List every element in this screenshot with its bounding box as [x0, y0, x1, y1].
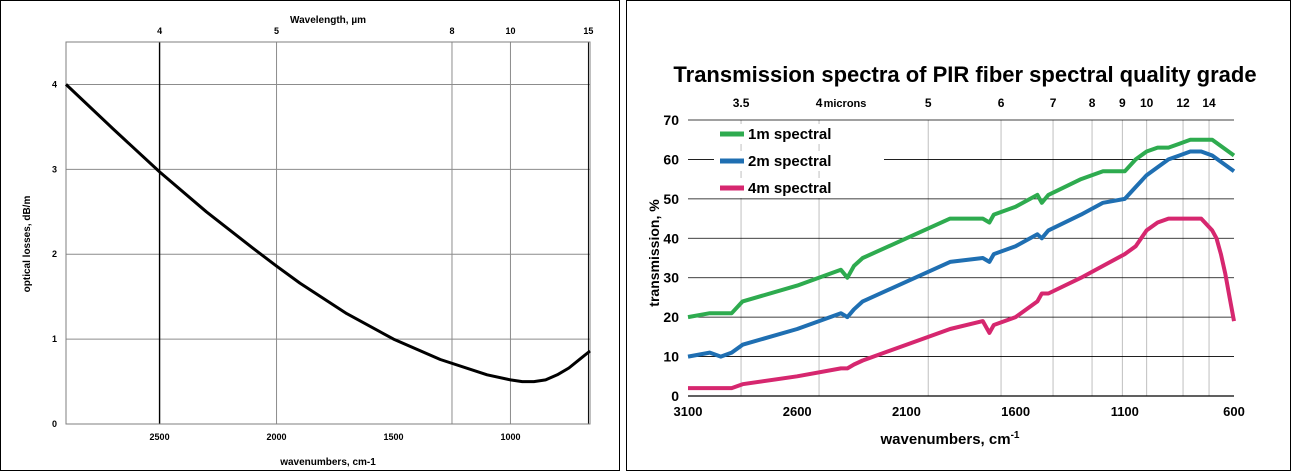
left-x-tick-label: 2000 [267, 432, 287, 442]
right-top-tick-label: 14 [1202, 96, 1216, 110]
right-x-tick-label: 2100 [892, 404, 921, 419]
right-y-tick-label: 60 [663, 151, 679, 167]
loss-curve-line [64, 83, 591, 384]
right-y-axis-title: transmission, % [646, 199, 662, 307]
left-top-tick-label: 5 [274, 26, 279, 36]
right-y-tick-label: 50 [663, 191, 679, 207]
left-chart-panel: 0 1 2 3 4 2500 2000 1500 1000 4 5 8 10 15 wavenumbers… [0, 0, 620, 471]
left-y-tick-label: 2 [52, 249, 57, 259]
right-panel-border [626, 0, 1291, 471]
right-top-tick-label: 7 [1050, 96, 1057, 110]
left-top-tick-label: 10 [505, 26, 515, 36]
right-top-tick-label: 10 [1140, 96, 1154, 110]
left-x-tick-label: 1500 [383, 432, 403, 442]
right-x-tick-label: 600 [1223, 404, 1245, 419]
right-x-tick-label: 1100 [1111, 404, 1139, 419]
left-top-tick-label: 8 [449, 26, 454, 36]
right-y-tick-label: 70 [663, 112, 679, 128]
left-y-tick-label: 3 [52, 164, 57, 174]
right-chart-panel: Transmission spectra of PIR fiber spectr… [626, 0, 1292, 471]
series-line-1 [687, 137, 1236, 320]
left-y-tick-label: 1 [52, 334, 57, 344]
right-top-tick-label: 6 [998, 96, 1005, 110]
left-y-tick-label: 4 [52, 79, 57, 89]
right-top-tick-label: 5 [925, 96, 932, 110]
right-x-axis-title-superscript: -1 [1011, 430, 1020, 441]
right-grid [688, 119, 1234, 397]
left-y-tick-label: 0 [52, 419, 57, 429]
legend-backdrop [714, 124, 884, 144]
legend-backdrop [714, 151, 884, 171]
right-legend: 1m spectral 2m spectral 4m spectral [714, 124, 884, 198]
transmission-chart: Transmission spectra of PIR fiber spectr… [626, 0, 1291, 471]
right-x-tick-label: 3100 [674, 404, 703, 419]
legend-label: 1m spectral [748, 126, 831, 143]
right-top-tick-label: 8 [1089, 96, 1096, 110]
right-top-axis-title: microns [824, 98, 867, 110]
right-y-tick-label: 40 [663, 230, 679, 246]
right-x-axis-title-main: wavenumbers, cm [880, 431, 1011, 448]
right-top-tick-label: 12 [1176, 96, 1190, 110]
left-x-tick-label: 1000 [500, 432, 520, 442]
right-x-axis-title: wavenumbers, cm-1 [880, 430, 1020, 448]
right-tick-labels: 3.5 4 5 6 7 8 9 10 12 14 0 10 20 30 40 50 60 70 3100 2600 21… [663, 96, 1244, 419]
right-top-tick-label: 4 [816, 96, 823, 110]
left-top-tick-label: 4 [157, 26, 162, 36]
left-tick-labels: 0 1 2 3 4 2500 2000 1500 1000 4 5 8 10 15 [52, 26, 593, 442]
right-y-tick-label: 20 [663, 309, 679, 325]
legend-label: 4m spectral [748, 180, 831, 197]
optical-losses-chart: 0 1 2 3 4 2500 2000 1500 1000 4 5 8 10 15 wavenumbers… [0, 0, 620, 471]
right-series-group [687, 137, 1236, 391]
left-top-tick-label: 15 [583, 26, 593, 36]
right-top-tick-label: 9 [1119, 96, 1126, 110]
left-panel-border [0, 0, 620, 471]
right-x-tick-label: 1600 [1001, 404, 1030, 419]
series-line-2 [687, 149, 1236, 359]
left-top-axis-title: Wavelength, µm [290, 15, 366, 26]
left-x-tick-label: 2500 [150, 432, 170, 442]
right-x-tick-label: 2600 [783, 404, 812, 419]
left-grid [66, 42, 590, 424]
right-top-tick-label: 3.5 [733, 96, 750, 110]
legend-backdrop [714, 178, 884, 198]
right-y-tick-label: 10 [663, 349, 679, 365]
right-chart-title: Transmission spectra of PIR fiber spectr… [673, 62, 1256, 87]
series-line-3 [688, 216, 1236, 391]
right-y-tick-label: 30 [663, 270, 679, 286]
left-plot-frame [65, 41, 591, 425]
right-y-tick-label: 0 [671, 388, 679, 404]
left-series-group [64, 83, 591, 384]
left-y-axis-title: optical losses, dB/m [22, 196, 33, 293]
left-x-axis-title: wavenumbers, cm-1 [279, 457, 376, 468]
legend-label: 2m spectral [748, 153, 831, 170]
